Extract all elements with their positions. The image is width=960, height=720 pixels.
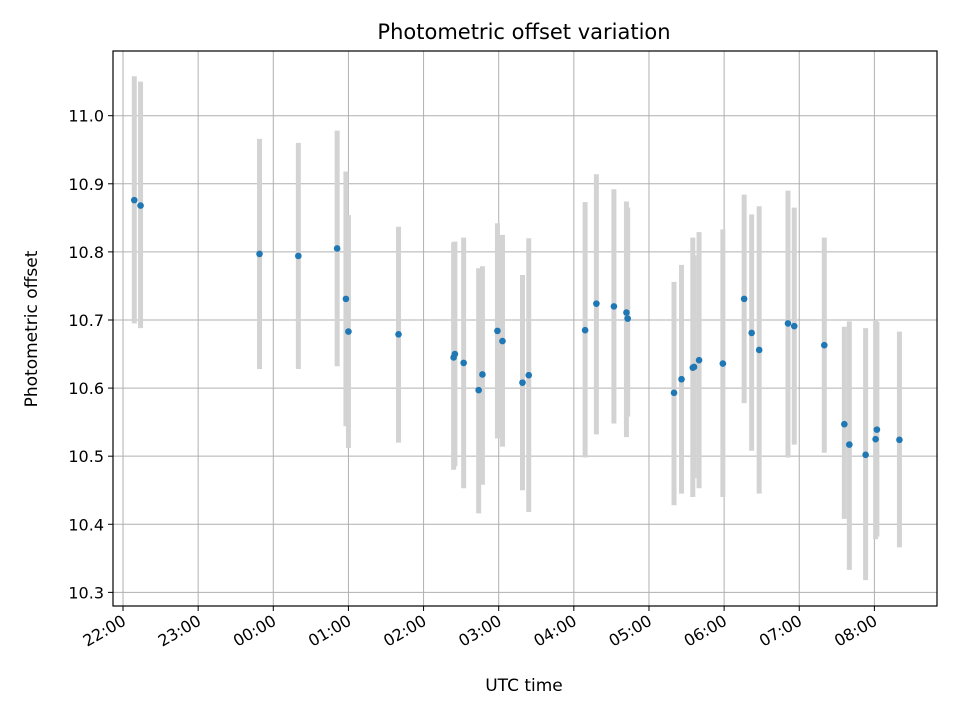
data-point [872, 435, 879, 443]
data-point [342, 295, 350, 303]
data-point [719, 360, 727, 367]
y-axis-ticks: 10.3 10.4 10.5 10.6 10.7 10.8 10.9 11.0 [68, 107, 113, 602]
x-tick-label: 08:00 [831, 611, 880, 651]
data-point [519, 379, 526, 386]
data-point [784, 320, 792, 327]
data-point [451, 350, 459, 358]
data-point [695, 356, 703, 364]
x-tick-label: 22:00 [80, 611, 129, 651]
data-point [846, 441, 853, 448]
x-tick-label: 03:00 [455, 611, 504, 651]
x-tick-label: 05:00 [606, 611, 655, 651]
y-tick-label: 10.8 [68, 243, 104, 262]
y-tick-label: 10.5 [68, 447, 104, 466]
data-point [479, 371, 486, 378]
data-point [748, 329, 755, 337]
x-tick-label: 23:00 [155, 611, 204, 651]
data-point [494, 327, 501, 335]
data-point [678, 375, 685, 383]
data-point [841, 420, 848, 428]
data-point [670, 389, 678, 397]
y-tick-label: 10.9 [68, 175, 104, 194]
data-point [790, 322, 798, 330]
y-axis-label: Photometric offset [22, 250, 42, 407]
x-tick-label: 02:00 [380, 611, 429, 651]
x-axis-ticks: 22:00 23:00 00:00 01:00 02:00 03:00 04:00 05:00… [80, 606, 880, 651]
x-tick-label: 06:00 [681, 611, 730, 651]
y-tick-label: 11.0 [68, 107, 104, 126]
data-point [820, 341, 828, 349]
data-point [333, 245, 341, 252]
data-point [624, 315, 631, 322]
data-point [740, 295, 748, 303]
x-tick-label: 04:00 [530, 611, 579, 651]
data-point [610, 303, 618, 310]
data-point [130, 196, 138, 204]
grid-lines [113, 51, 937, 606]
data-point [862, 451, 869, 459]
data-point [593, 300, 600, 307]
data-point [345, 328, 352, 335]
data-point [690, 363, 698, 371]
data-point [755, 346, 763, 354]
data-point [525, 371, 533, 379]
data-point [896, 436, 903, 444]
x-tick-label: 07:00 [756, 611, 805, 651]
y-tick-label: 10.4 [68, 515, 104, 534]
data-point [873, 426, 881, 433]
y-tick-label: 10.3 [68, 583, 104, 602]
data-point [295, 252, 302, 260]
error-bars [131, 76, 902, 581]
data-point [499, 337, 506, 345]
data-point [475, 386, 482, 394]
data-point [256, 250, 263, 258]
y-tick-label: 10.6 [68, 379, 104, 398]
x-tick-label: 01:00 [305, 611, 354, 651]
data-point [623, 309, 630, 316]
chart-title: Photometric offset variation [377, 20, 670, 44]
data-point [460, 359, 467, 367]
x-axis-label: UTC time [485, 676, 563, 696]
plot-frame [112, 50, 938, 607]
data-point [137, 202, 144, 209]
y-tick-label: 10.7 [68, 311, 104, 330]
x-tick-label: 00:00 [230, 611, 279, 651]
data-point [581, 326, 589, 334]
data-points [130, 196, 903, 459]
data-point [395, 330, 402, 338]
